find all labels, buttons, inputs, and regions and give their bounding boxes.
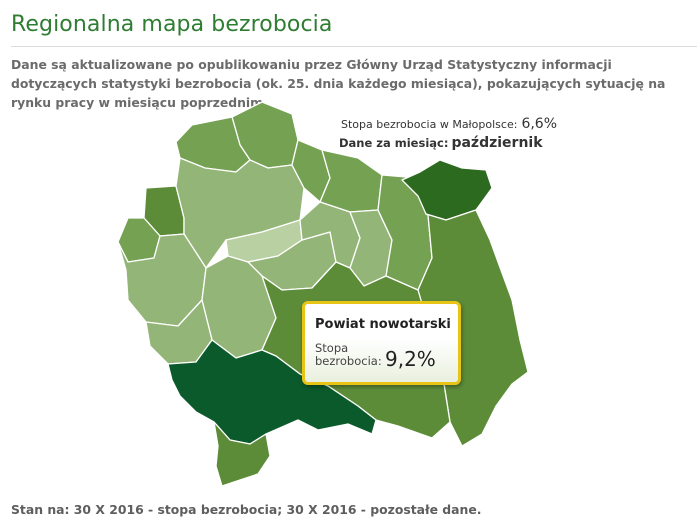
map-powiat-nowotarski[interactable]	[167, 339, 377, 445]
regional-rate-value: 6,6%	[521, 116, 558, 132]
tooltip-rate-label: Stopa bezrobocia:	[315, 341, 382, 368]
map-powiat-dabrowski[interactable]	[319, 149, 383, 213]
page-title: Regionalna mapa bezrobocia	[11, 12, 333, 37]
tooltip-title: Powiat nowotarski	[315, 317, 451, 332]
powiat-tooltip: Powiat nowotarski Stopa bezrobocia: 9,2%	[302, 301, 461, 385]
regional-rate-label: Stopa bezrobocia w Małopolsce:	[341, 118, 518, 131]
map-powiat-tatrzanski[interactable]	[213, 421, 271, 487]
title-divider	[11, 46, 697, 47]
data-month-value: październik	[451, 135, 543, 151]
regional-rate: Stopa bezrobocia w Małopolsce: 6,6%	[341, 113, 557, 132]
data-month-label: Dane za miesiąc:	[339, 136, 449, 150]
page-description: Dane są aktualizowane po opublikowaniu p…	[11, 57, 666, 110]
tooltip-rate-value: 9,2%	[385, 347, 436, 371]
map-powiat-dabrowski-tarnowski[interactable]	[401, 159, 493, 221]
data-status-footer: Stan na: 30 X 2016 - stopa bezrobocia; 3…	[11, 502, 482, 517]
data-month: Dane za miesiąc: październik	[339, 132, 543, 151]
